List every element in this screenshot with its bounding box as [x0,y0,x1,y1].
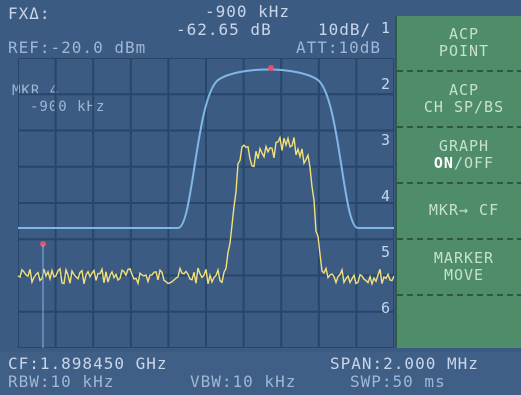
ref-level-readout: REF:-20.0 dBm [8,38,147,57]
status-footer: CF:1.898450 GHz SPAN:2.000 MHz RBW:10 kH… [0,352,521,395]
rbw-readout: RBW:10 kHz [8,372,115,391]
softkey-acp-ch-sp-bs[interactable]: 2 ACP CH SP/BS [381,72,521,128]
softkey-panel: 1 ACP POINT 2 ACP CH SP/BS 3 GRAPH ON/OF… [381,16,521,350]
softkey-number: 3 [381,131,392,149]
span-readout: SPAN:2.000 MHz [330,354,479,373]
center-frequency-readout: CF:1.898450 GHz [8,354,168,373]
softkey-mkr-to-cf[interactable]: 4 MKR→ CF [381,184,521,240]
softkey-label: ACP [448,25,480,43]
softkey-label: ON/OFF [405,155,521,172]
vbw-readout: VBW:10 kHz [190,372,297,391]
scale-readout: 10dB/ [318,20,372,39]
softkey-number: 4 [381,187,392,205]
softkey-acp-point[interactable]: 1 ACP POINT [381,16,521,72]
softkey-label: MKR→ CF [428,201,500,219]
marker-point-peak [268,65,274,71]
softkey-number: 2 [381,75,392,93]
spectrum-trace [18,135,394,287]
graph-off-option: OFF [464,154,495,172]
softkey-label: MARKER [433,249,495,267]
freq-offset-readout: -900 kHz [205,2,291,21]
sweep-time-readout: SWP:50 ms [350,372,446,391]
softkey-label: CH SP/BS [423,98,505,116]
attenuation-readout: ATT:10dB [296,38,382,57]
softkey-graph-toggle[interactable]: 3 GRAPH ON/OFF [381,128,521,184]
softkey-number: 6 [381,299,392,317]
softkey-label: MOVE [443,266,485,284]
softkey-number: 5 [381,243,392,261]
marker-value: -900 kHz [30,99,106,115]
graph-option-separator: / [453,154,464,172]
softkey-label: ACP [448,81,480,99]
graph-on-option: ON [433,154,454,172]
softkey-blank[interactable]: 6 [381,296,521,350]
spectrum-plot [18,58,394,348]
graticule [18,58,394,348]
softkey-label: POINT [438,42,490,60]
softkey-label: GRAPH [438,137,490,155]
fxd-label: FXΔ: [8,4,51,23]
softkey-number: 1 [381,19,392,37]
level-offset-readout: -62.65 dB [176,20,272,39]
acp-mask-trace [18,68,394,229]
softkey-marker-move[interactable]: 5 MARKER MOVE [381,240,521,296]
